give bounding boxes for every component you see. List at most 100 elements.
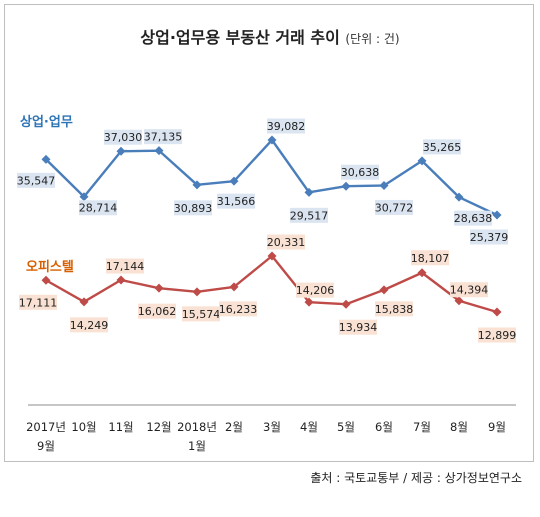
data-label-bg <box>296 282 334 298</box>
x-tick-label: 5월 <box>337 420 355 434</box>
data-point <box>341 181 351 191</box>
data-label: 17,144 <box>106 260 145 273</box>
data-label-bg <box>290 207 328 223</box>
data-point <box>341 299 351 309</box>
data-label-bg <box>470 229 508 245</box>
x-tick-label: 12월 <box>146 420 171 434</box>
data-label-bg <box>217 193 255 209</box>
data-label: 30,893 <box>174 202 213 215</box>
data-label: 14,394 <box>450 284 489 297</box>
x-tick-label: 6월 <box>375 420 393 434</box>
data-point <box>229 282 239 292</box>
x-tick-label: 9월 <box>37 439 55 453</box>
title-text: 상업·업무용 부동산 거래 추이 <box>140 28 340 47</box>
unit-text: (단위 : 건) <box>345 32 400 46</box>
data-label-bg <box>144 129 182 145</box>
data-label: 28,714 <box>79 202 118 215</box>
data-point <box>304 297 314 307</box>
data-label: 14,206 <box>296 284 335 297</box>
data-label-bg <box>411 250 449 266</box>
data-label: 17,111 <box>19 296 58 309</box>
data-label: 13,934 <box>339 321 378 334</box>
data-point <box>192 180 202 190</box>
data-label-bg <box>375 301 413 317</box>
data-label-bg <box>341 164 379 180</box>
data-point <box>304 187 314 197</box>
data-label-bg <box>138 303 176 319</box>
data-point <box>116 275 126 285</box>
chart-title: 상업·업무용 부동산 거래 추이 (단위 : 건) <box>0 24 540 48</box>
data-label: 14,249 <box>70 319 109 332</box>
data-point <box>454 192 464 202</box>
series-label-officetel: 오피스텔 <box>26 260 74 275</box>
data-point <box>154 146 164 156</box>
data-label: 16,062 <box>138 305 177 318</box>
data-point <box>379 285 389 295</box>
data-point <box>492 210 502 220</box>
data-label: 35,265 <box>423 141 462 154</box>
data-label: 12,899 <box>478 329 517 342</box>
data-label-bg <box>339 319 377 335</box>
data-label-bg <box>70 317 108 333</box>
data-label-bg <box>450 282 488 298</box>
data-label-bg <box>375 199 413 215</box>
data-point <box>379 180 389 190</box>
data-label-bg <box>104 129 142 145</box>
data-point <box>417 268 427 278</box>
data-label: 35,547 <box>17 174 56 187</box>
data-label-bg <box>19 294 57 310</box>
x-tick-label: 3월 <box>263 420 281 434</box>
data-label: 25,379 <box>470 231 509 244</box>
data-label-bg <box>106 258 144 274</box>
x-tick-label: 9월 <box>488 420 506 434</box>
data-label: 15,574 <box>182 308 221 321</box>
data-point <box>492 307 502 317</box>
data-point <box>267 251 277 261</box>
data-label: 18,107 <box>411 252 450 265</box>
data-label-bg <box>182 306 220 322</box>
data-label: 20,331 <box>267 236 306 249</box>
data-point <box>154 283 164 293</box>
data-label-bg <box>219 301 257 317</box>
data-point <box>454 296 464 306</box>
data-point <box>417 156 427 166</box>
source-note: 출처 : 국토교통부 / 제공 : 상가정보연구소 <box>310 471 522 485</box>
data-point <box>192 287 202 297</box>
x-tick-label: 4월 <box>300 420 318 434</box>
data-point <box>229 176 239 186</box>
x-tick-label: 2017년 <box>26 420 66 434</box>
data-label-bg <box>267 234 305 250</box>
data-label: 37,135 <box>144 131 183 144</box>
data-label: 15,838 <box>375 303 414 316</box>
data-label: 28,638 <box>454 212 493 225</box>
series-label-commercial: 상업·업무 <box>20 115 73 130</box>
data-label-bg <box>423 139 461 155</box>
x-tick-label: 8월 <box>450 420 468 434</box>
x-tick-label: 2월 <box>225 420 243 434</box>
data-label: 37,030 <box>104 131 143 144</box>
x-tick-label: 10월 <box>71 420 96 434</box>
data-labels-0: 35,547 28,714 37,030 37,135 30,893 31,566 39,0… <box>17 118 509 245</box>
data-label-bg <box>454 210 492 226</box>
data-label-bg <box>17 172 55 188</box>
x-tick-label: 7월 <box>413 420 431 434</box>
data-label: 30,772 <box>375 201 414 214</box>
data-label-bg <box>174 200 212 216</box>
x-tick-label: 2018년 <box>177 420 217 434</box>
data-label: 16,233 <box>219 303 258 316</box>
data-point <box>41 154 51 164</box>
data-point <box>116 146 126 156</box>
chart-frame <box>4 4 534 462</box>
data-label: 30,638 <box>341 166 380 179</box>
data-point <box>267 135 277 145</box>
x-tick-label: 1월 <box>188 439 206 453</box>
data-label: 31,566 <box>217 195 256 208</box>
data-point <box>79 297 89 307</box>
x-tick-label: 11월 <box>108 420 133 434</box>
data-label-bg <box>267 118 305 134</box>
data-label-bg <box>478 327 516 343</box>
data-label: 39,082 <box>267 120 306 133</box>
data-point <box>79 192 89 202</box>
